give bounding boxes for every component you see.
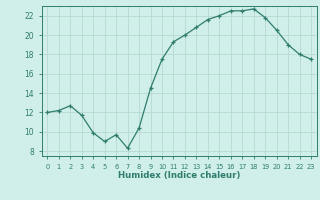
X-axis label: Humidex (Indice chaleur): Humidex (Indice chaleur) xyxy=(118,171,240,180)
